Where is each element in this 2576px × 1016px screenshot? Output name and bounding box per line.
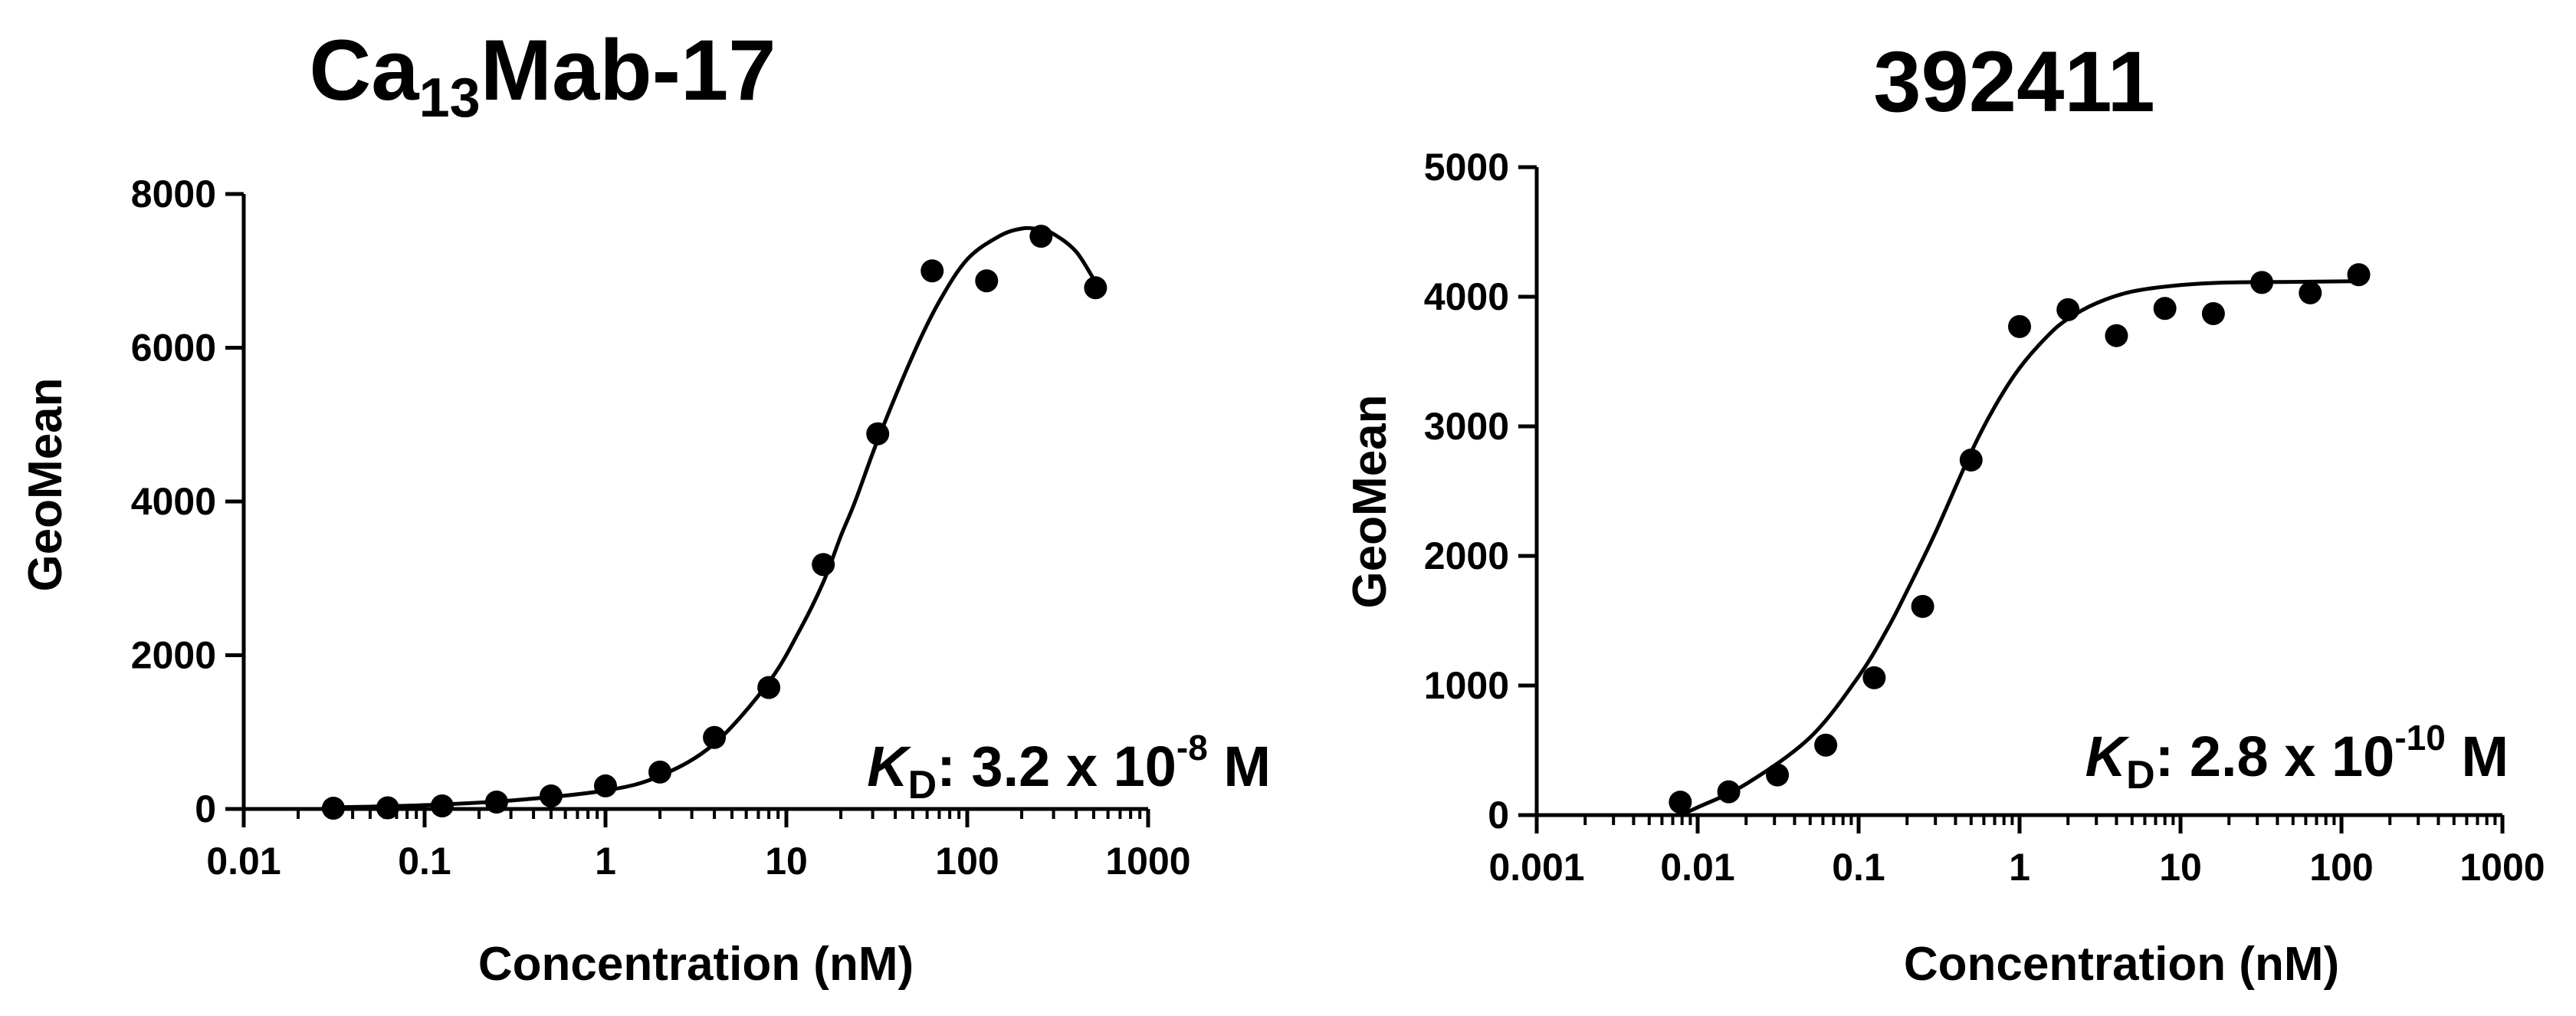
left-data-point (594, 774, 617, 797)
left-y-tick-label: 4000 (131, 480, 216, 523)
right-data-point (2347, 263, 2371, 287)
right-data-point (1862, 666, 1886, 689)
right-x-tick-label: 0.01 (1660, 846, 1734, 889)
left-data-point (1029, 225, 1053, 248)
left-data-point (757, 676, 781, 699)
right-x-tick-label: 0.001 (1488, 846, 1584, 889)
chart-left-points (321, 225, 1108, 820)
left-data-point (648, 760, 672, 784)
left-x-tick-label: 100 (935, 840, 999, 883)
right-data-point (2056, 298, 2080, 321)
chart-right: 392411 GeoMean Concentration (nM) 0 1000 2… (1344, 34, 2545, 991)
left-data-point (484, 790, 508, 814)
left-y-tick-label: 8000 (131, 173, 216, 215)
left-data-point (321, 796, 345, 820)
chart-right-ticks: 0 1000 2000 3000 4000 5000 0.001 0.01 0.1 1 10 100 1… (1424, 146, 2545, 889)
right-y-tick-label: 4000 (1424, 275, 1509, 318)
right-data-point (2105, 324, 2128, 347)
chart-right-x-axis-title: Concentration (nM) (1904, 938, 2339, 991)
left-x-tick-label: 0.01 (206, 840, 281, 883)
chart-left-x-axis-title: Concentration (nM) (478, 938, 914, 991)
left-y-tick-label: 6000 (131, 327, 216, 370)
right-x-tick-label: 1000 (2460, 846, 2545, 889)
right-y-tick-label: 3000 (1424, 405, 1509, 448)
right-data-point (1766, 763, 1790, 787)
right-y-tick-label: 5000 (1424, 146, 1509, 189)
right-data-point (1959, 448, 1983, 472)
right-y-tick-label: 0 (1488, 794, 1509, 837)
left-y-tick-label: 2000 (131, 634, 216, 677)
right-x-tick-label: 1 (2009, 846, 2030, 889)
right-data-point (2008, 314, 2031, 338)
right-x-tick-label: 100 (2309, 846, 2373, 889)
left-x-tick-label: 10 (765, 840, 808, 883)
chart-left-title: Ca13Mab-17 (309, 22, 776, 129)
left-data-point (920, 259, 944, 283)
right-y-tick-label: 2000 (1424, 534, 1509, 577)
left-data-point (1084, 276, 1108, 300)
chart-right-y-axis-title: GeoMean (1344, 394, 1396, 608)
chart-left-kd-annotation: KD: 3.2 x 10-8 M (867, 728, 1271, 807)
right-x-tick-label: 10 (2159, 846, 2202, 889)
left-y-tick-label: 0 (195, 787, 216, 830)
right-data-point (2153, 297, 2177, 321)
chart-left-y-axis-title: GeoMean (19, 377, 72, 591)
left-data-point (539, 784, 563, 807)
chart-right-fit-curve (1679, 279, 2359, 817)
right-data-point (1669, 791, 1692, 814)
left-data-point (376, 796, 399, 820)
right-data-point (1911, 594, 1934, 618)
right-data-point (2250, 271, 2274, 294)
chart-right-kd-annotation: KD: 2.8 x 10-10 M (2085, 718, 2509, 797)
chart-right-points (1669, 263, 2371, 814)
left-data-point (812, 553, 835, 577)
right-data-point (1814, 733, 1838, 757)
right-data-point (1717, 780, 1741, 804)
right-data-point (2299, 281, 2322, 304)
left-data-point (430, 794, 454, 817)
left-x-tick-label: 1 (595, 840, 616, 883)
left-x-tick-label: 1000 (1105, 840, 1190, 883)
right-x-tick-label: 0.1 (1832, 846, 1885, 889)
right-data-point (2201, 301, 2225, 325)
left-data-point (975, 269, 999, 293)
chart-right-title: 392411 (1873, 34, 2155, 130)
chart-left-ticks: 0 2000 4000 6000 8000 0.01 0.1 1 10 100 1000 (131, 173, 1191, 883)
left-data-point (866, 422, 890, 446)
right-y-tick-label: 1000 (1424, 664, 1509, 707)
left-x-tick-label: 0.1 (398, 840, 451, 883)
chart-left: Ca13Mab-17 GeoMean Concentration (nM) 0 2… (19, 22, 1271, 991)
chart-left-fit-curve (330, 225, 1098, 810)
left-data-point (703, 725, 727, 749)
